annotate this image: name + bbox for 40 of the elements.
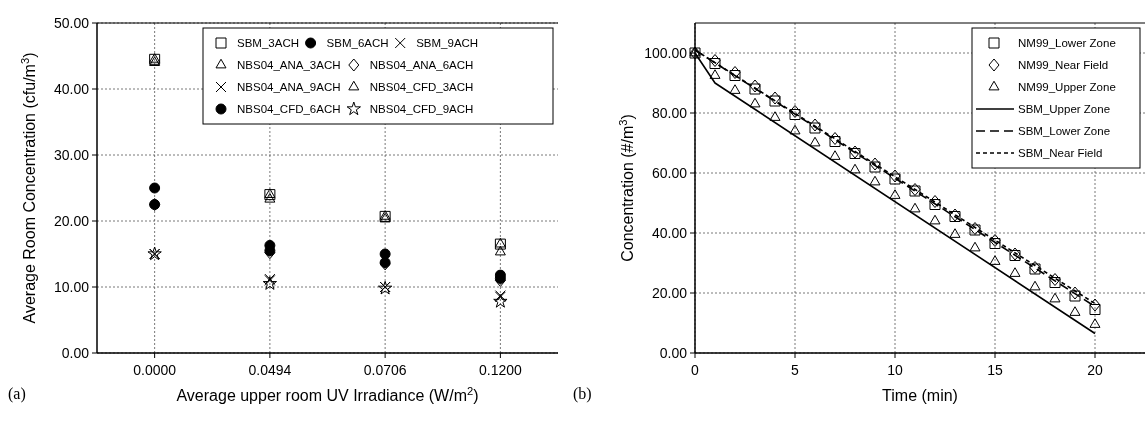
y-tick-label: 20.00	[53, 213, 90, 229]
legend-label: NBS04_CFD_3ACH	[369, 81, 474, 93]
x-tick-label: 0.0706	[363, 362, 407, 378]
legend-label: NBS04_ANA_6ACH	[369, 59, 474, 71]
x-tick-label: 0.0494	[248, 362, 292, 378]
legend-label: SBM_Lower Zone	[1018, 125, 1111, 137]
legend-label: NM99_Near Field	[1018, 59, 1109, 71]
x-axis-title: Time (min)	[882, 387, 958, 404]
x-tick-label: 10	[887, 362, 903, 378]
y-tick-label: 60.00	[651, 165, 688, 181]
y-tick-label: 50.00	[53, 15, 90, 31]
legend-label: NBS04_CFD_9ACH	[369, 103, 474, 115]
x-axis-title: Average upper room UV Irradiance (W/m$^{2}$)	[176, 385, 479, 404]
legend-label: SBM_6ACH	[326, 37, 389, 49]
y-tick-label: 100.00	[644, 45, 688, 61]
y-tick-label: 10.00	[53, 279, 90, 295]
legend-label: NM99_Upper Zone	[1018, 81, 1116, 93]
x-tick-label: 15	[987, 362, 1003, 378]
legend-label: NBS04_ANA_9ACH	[237, 81, 341, 93]
text: (a)	[8, 385, 26, 403]
y-tick-label: 20.00	[651, 285, 688, 301]
legend-label: SBM_Near Field	[1018, 147, 1103, 159]
text: (b)	[573, 385, 592, 403]
y-tick-label: 0.00	[61, 345, 90, 361]
x-tick-label: 20	[1087, 362, 1103, 378]
legend-label: NBS04_ANA_3ACH	[237, 59, 341, 71]
legend-label: SBM_9ACH	[416, 37, 479, 49]
x-tick-label: 0.1200	[478, 362, 522, 378]
y-tick-label: 40.00	[53, 81, 90, 97]
x-tick-label: 0.0000	[133, 362, 177, 378]
legend-label: NBS04_CFD_6ACH	[237, 103, 341, 115]
legend-label: SBM_Upper Zone	[1018, 103, 1111, 115]
y-tick-label: 40.00	[651, 225, 688, 241]
y-tick-label: 80.00	[651, 105, 688, 121]
y-tick-label: 30.00	[53, 147, 90, 163]
x-tick-label: 0	[691, 362, 700, 378]
x-tick-label: 5	[791, 362, 800, 378]
legend-label: SBM_3ACH	[237, 37, 299, 49]
legend-label: NM99_Lower Zone	[1018, 37, 1116, 49]
y-tick-label: 0.00	[659, 345, 688, 361]
